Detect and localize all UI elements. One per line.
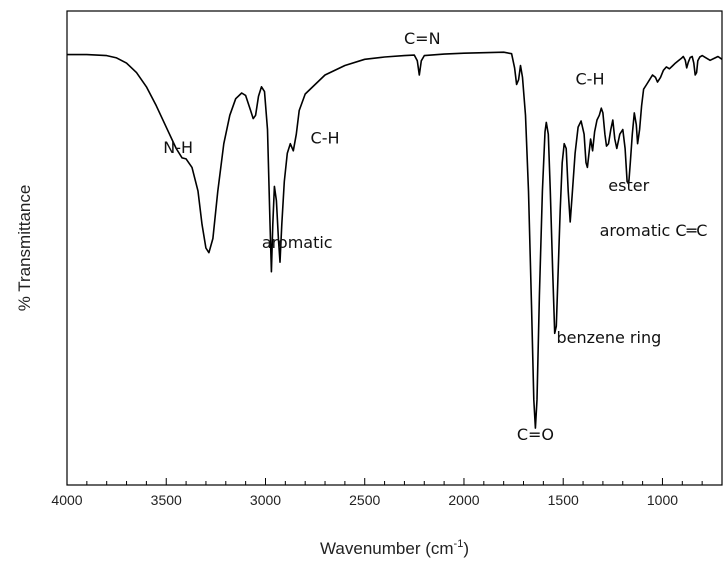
x-axis-title-suffix: )	[463, 539, 469, 558]
peak-annotation: N-H	[163, 138, 193, 157]
peak-annotation: C-H	[576, 69, 605, 88]
peak-annotation: aromatic C═C	[600, 221, 708, 240]
x-tick-label: 2500	[349, 492, 380, 508]
peak-annotation: C=N	[404, 29, 441, 48]
x-tick-label: 3500	[151, 492, 182, 508]
peak-annotations: N-H aromatic C-H C=N C=O benzene ring C-H ester…	[163, 29, 707, 444]
peak-annotation: benzene ring	[556, 328, 661, 347]
x-axis-title: Wavenumber (cm-1)	[320, 538, 469, 558]
x-axis-title-superscript: -1	[454, 538, 464, 550]
x-axis-title-prefix: Wavenumber (cm	[320, 539, 454, 558]
x-tick-label: 2000	[448, 492, 479, 508]
x-axis-ticks	[66, 478, 723, 485]
plot-frame	[66, 10, 723, 486]
x-tick-label: 4000	[51, 492, 82, 508]
x-axis-tick-labels: 4000 3500 3000 2500 2000 1500 1000	[51, 492, 678, 508]
peak-annotation: aromatic	[262, 233, 333, 252]
peak-annotation: ester	[608, 176, 649, 195]
y-axis-title: % Transmittance	[15, 185, 34, 312]
x-tick-label: 3000	[250, 492, 281, 508]
x-tick-label: 1000	[647, 492, 678, 508]
series-line-spectrum	[67, 51, 723, 429]
x-tick-label: 1500	[548, 492, 579, 508]
peak-annotation: C-H	[311, 129, 340, 148]
peak-annotation: C=O	[517, 425, 554, 444]
